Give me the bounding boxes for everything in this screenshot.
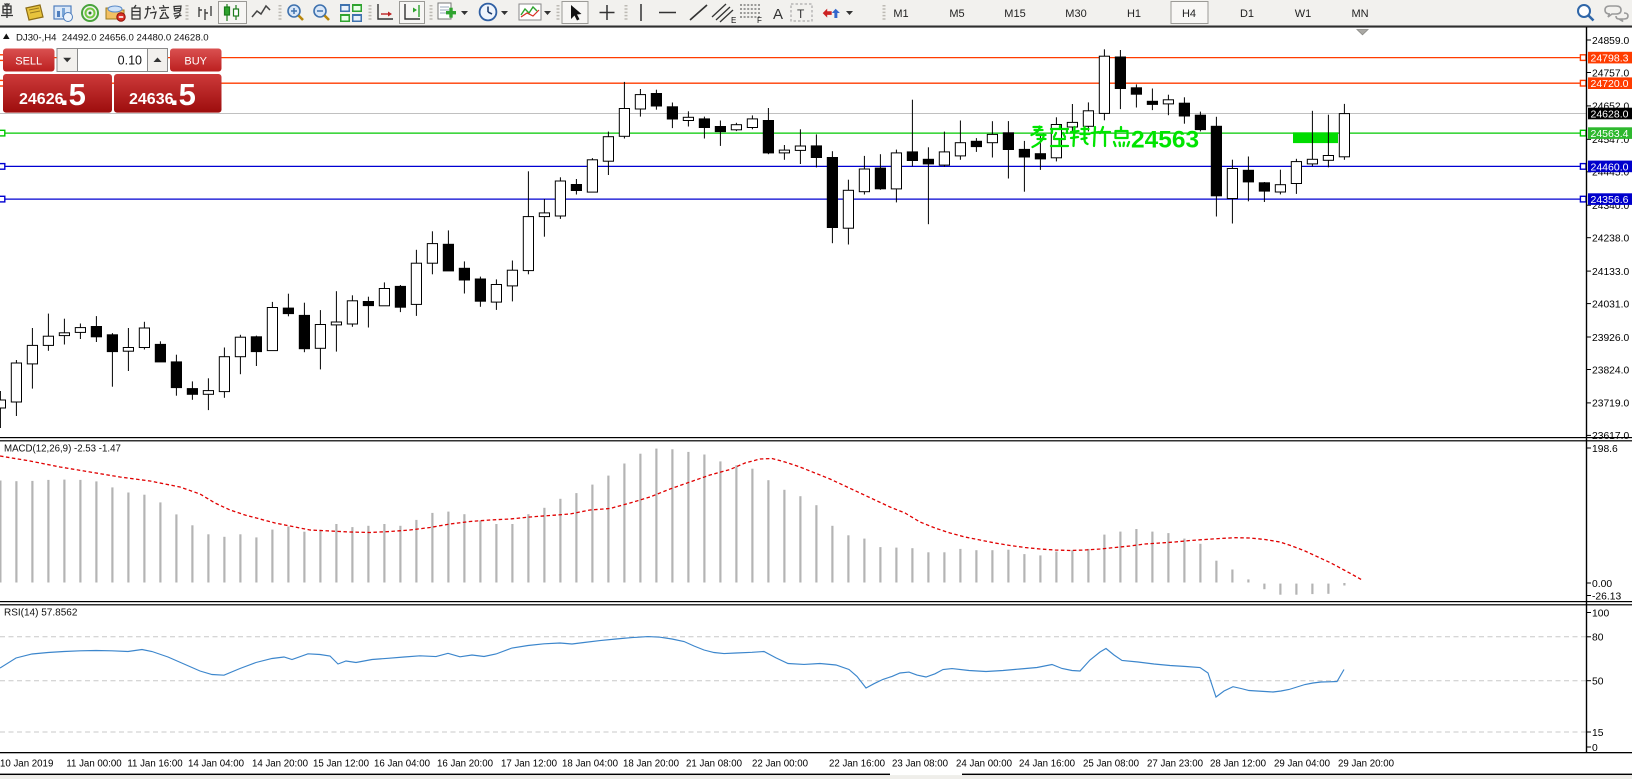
svg-text:M15: M15 (1004, 8, 1025, 20)
svg-text:0.00: 0.00 (1592, 579, 1612, 590)
svg-text:16 Jan 04:00: 16 Jan 04:00 (374, 759, 431, 770)
svg-text:24547.0: 24547.0 (1592, 135, 1629, 146)
svg-text:16 Jan 20:00: 16 Jan 20:00 (437, 759, 494, 770)
svg-text:M5: M5 (949, 8, 964, 20)
svg-text:22 Jan 00:00: 22 Jan 00:00 (752, 759, 809, 770)
svg-text:24 Jan 16:00: 24 Jan 16:00 (1019, 759, 1076, 770)
svg-text:F: F (757, 16, 762, 25)
svg-text:24628.0: 24628.0 (1591, 109, 1629, 121)
svg-text:24356.6: 24356.6 (1591, 194, 1629, 206)
svg-text:A: A (773, 6, 783, 23)
svg-text:D1: D1 (1240, 8, 1254, 20)
svg-text:0: 0 (1592, 743, 1598, 754)
svg-text:27 Jan 23:00: 27 Jan 23:00 (1147, 759, 1204, 770)
svg-text:24757.0: 24757.0 (1592, 68, 1629, 79)
svg-text:BUY: BUY (184, 55, 207, 67)
svg-text:MACD(12,26,9) -2.53 -1.47: MACD(12,26,9) -2.53 -1.47 (4, 444, 121, 455)
svg-text:24340.0: 24340.0 (1592, 201, 1629, 212)
svg-text:11 Jan 00:00: 11 Jan 00:00 (66, 759, 122, 770)
svg-text:23617.0: 23617.0 (1592, 431, 1629, 442)
svg-text:21 Jan 08:00: 21 Jan 08:00 (686, 759, 743, 770)
svg-text:24798.3: 24798.3 (1591, 53, 1629, 65)
svg-text:RSI(14) 57.8562: RSI(14) 57.8562 (4, 608, 78, 619)
svg-text:198.6: 198.6 (1592, 444, 1618, 455)
svg-text:24031.0: 24031.0 (1592, 299, 1629, 310)
svg-text:SELL: SELL (15, 55, 42, 67)
svg-text:H1: H1 (1127, 8, 1141, 20)
svg-text:23824.0: 23824.0 (1592, 365, 1629, 376)
svg-text:10 Jan 2019: 10 Jan 2019 (0, 759, 53, 770)
svg-text:24720.0: 24720.0 (1591, 78, 1629, 90)
svg-text:24636: 24636 (129, 91, 174, 108)
svg-text:MN: MN (1351, 8, 1368, 20)
svg-text:M1: M1 (893, 8, 908, 20)
svg-text:W1: W1 (1295, 8, 1312, 20)
svg-text:H4: H4 (1182, 8, 1196, 20)
svg-text:0.10: 0.10 (118, 54, 142, 68)
svg-text:28 Jan 12:00: 28 Jan 12:00 (1210, 759, 1267, 770)
svg-text:23719.0: 23719.0 (1592, 399, 1629, 410)
svg-text:17 Jan 12:00: 17 Jan 12:00 (501, 759, 558, 770)
svg-text:24859.0: 24859.0 (1592, 36, 1629, 47)
svg-text:80: 80 (1592, 633, 1604, 644)
svg-text:14 Jan 04:00: 14 Jan 04:00 (188, 759, 245, 770)
svg-text:22 Jan 16:00: 22 Jan 16:00 (829, 759, 886, 770)
svg-text:18 Jan 04:00: 18 Jan 04:00 (562, 759, 619, 770)
svg-text:-26.13: -26.13 (1592, 591, 1621, 602)
svg-text:18 Jan 20:00: 18 Jan 20:00 (623, 759, 680, 770)
svg-text:24626: 24626 (19, 91, 64, 108)
svg-text:24238.0: 24238.0 (1592, 234, 1629, 245)
svg-text:.5: .5 (170, 77, 196, 112)
svg-text:100: 100 (1592, 608, 1609, 619)
svg-text:E: E (731, 16, 736, 25)
svg-text:24 Jan 00:00: 24 Jan 00:00 (956, 759, 1013, 770)
svg-text:29 Jan 04:00: 29 Jan 04:00 (1274, 759, 1331, 770)
svg-text:24563.4: 24563.4 (1591, 128, 1629, 140)
svg-text:24133.0: 24133.0 (1592, 267, 1629, 278)
svg-text:24652.0: 24652.0 (1592, 102, 1629, 113)
svg-text:.5: .5 (60, 77, 86, 112)
svg-text:23 Jan 08:00: 23 Jan 08:00 (892, 759, 949, 770)
svg-text:29 Jan 20:00: 29 Jan 20:00 (1338, 759, 1395, 770)
svg-text:24460.0: 24460.0 (1591, 161, 1629, 173)
svg-text:15 Jan 12:00: 15 Jan 12:00 (313, 759, 370, 770)
svg-text:23926.0: 23926.0 (1592, 333, 1629, 344)
svg-text:25 Jan 08:00: 25 Jan 08:00 (1083, 759, 1140, 770)
svg-text:11 Jan 16:00: 11 Jan 16:00 (127, 759, 183, 770)
svg-text:DJ30-,H4 24492.0 24656.0 2448: DJ30-,H4 24492.0 24656.0 24480.0 24628.0 (16, 33, 209, 44)
svg-text:15: 15 (1592, 728, 1604, 739)
svg-text:24563: 24563 (1131, 127, 1199, 154)
svg-text:14 Jan 20:00: 14 Jan 20:00 (252, 759, 309, 770)
svg-text:M30: M30 (1065, 8, 1086, 20)
svg-text:24445.0: 24445.0 (1592, 168, 1629, 179)
svg-text:50: 50 (1592, 677, 1604, 688)
svg-text:T: T (797, 7, 805, 21)
